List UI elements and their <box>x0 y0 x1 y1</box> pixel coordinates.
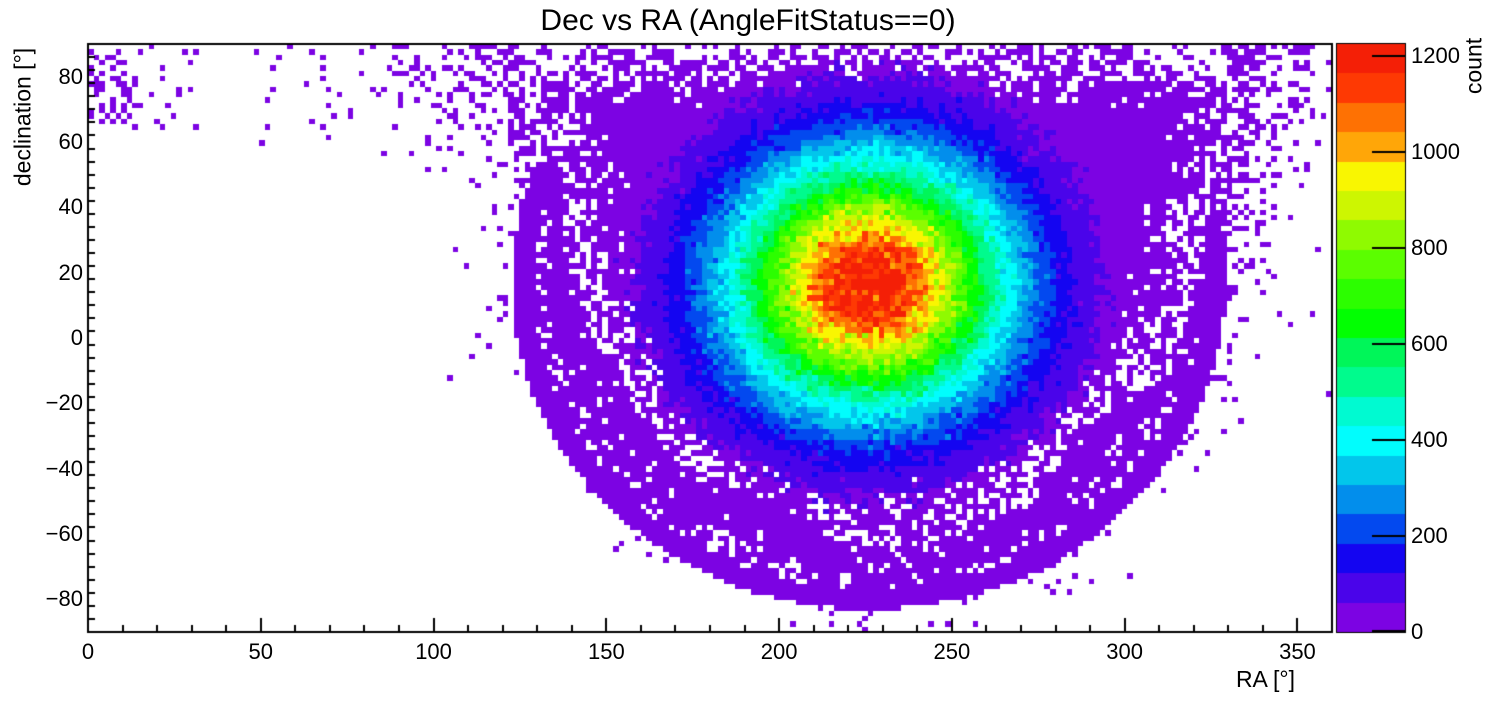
x-tick-label: 200 <box>760 639 798 664</box>
z-tick-label: 600 <box>1411 331 1448 356</box>
x-tick-label: 350 <box>1279 639 1316 664</box>
y-tick-label: −40 <box>45 455 83 481</box>
z-tick-label: 1200 <box>1411 43 1460 68</box>
y-tick-label: −80 <box>45 586 83 612</box>
x-tick-label: 100 <box>415 639 452 664</box>
y-tick-label: 60 <box>58 129 83 154</box>
plot-title: Dec vs RA (AngleFitStatus==0) <box>540 4 956 37</box>
z-tick-label: 200 <box>1411 523 1448 548</box>
x-tick-label: 300 <box>1106 639 1144 664</box>
z-tick-label: 1000 <box>1411 139 1460 164</box>
x-tick-label: 250 <box>933 639 971 664</box>
x-tick-label: 150 <box>587 639 625 664</box>
z-tick-label: 400 <box>1411 427 1448 452</box>
y-tick-label: 80 <box>58 63 83 89</box>
x-tick-label: 50 <box>248 639 273 664</box>
z-tick-label: 0 <box>1411 619 1424 644</box>
x-axis-title: RA [°] <box>1235 666 1295 692</box>
x-tick-label: 0 <box>81 639 95 664</box>
z-tick-label: 800 <box>1411 235 1448 260</box>
y-tick-label: 20 <box>58 259 83 285</box>
y-tick-label: −60 <box>45 521 83 546</box>
y-tick-label: 40 <box>58 194 83 220</box>
y-tick-label: 0 <box>70 325 83 350</box>
y-tick-label: −20 <box>45 390 83 416</box>
